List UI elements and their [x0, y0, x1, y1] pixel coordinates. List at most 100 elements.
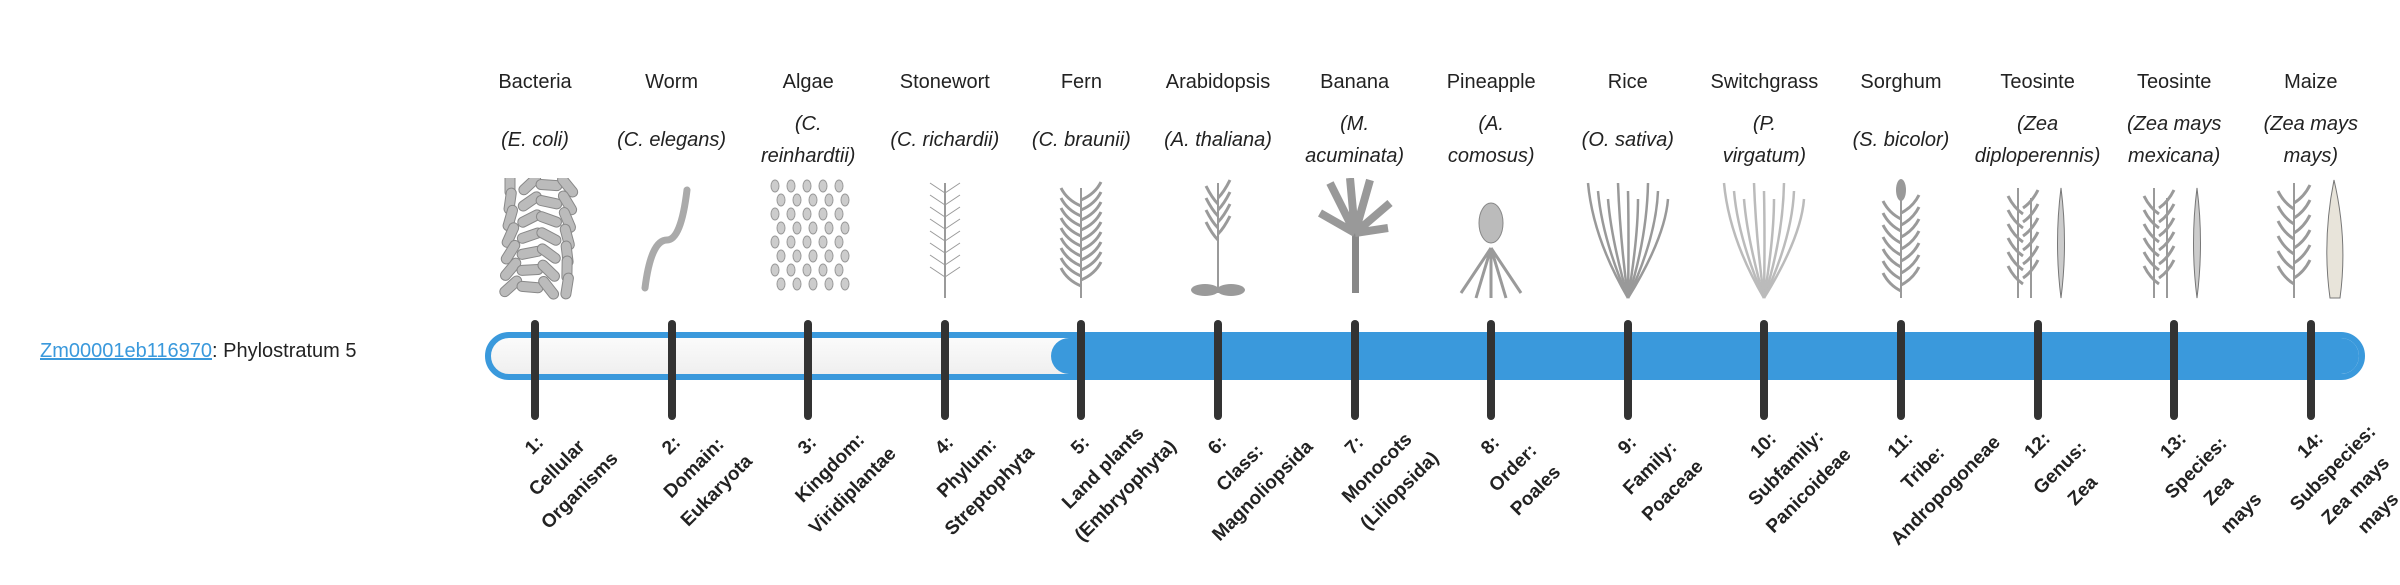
organism-column: Banana (M. acuminata)	[1285, 62, 1425, 300]
scientific-name-line: reinhardtii)	[760, 145, 856, 167]
rice-icon	[1586, 182, 1670, 299]
stratum-label: 11: Tribe: Andropogoneae	[1830, 375, 2018, 563]
stratum-label: 4: Phylum: Streptophyta	[873, 375, 1061, 563]
stratum-tick	[1897, 320, 1905, 420]
organism-column: Teosinte (Zea mays mexicana)	[2104, 62, 2244, 300]
stratum-label: 8: Order: Poales	[1420, 375, 1608, 563]
stratum-label: 1: Cellular Organisms	[464, 375, 652, 563]
scientific-name-line: (Zea mays	[2263, 113, 2359, 135]
organism-scientific-name: (Zea mays mexicana)	[2104, 102, 2244, 178]
organism-column: Maize (Zea mays mays)	[2241, 62, 2381, 300]
stratum-label: 3: Kingdom: Viridiplantae	[737, 375, 925, 563]
scientific-name-line: (A.	[1478, 113, 1504, 135]
organism-common-name: Sorghum	[1860, 71, 1942, 93]
stratum-label: 2: Domain: Eukaryota	[600, 375, 788, 563]
organism-scientific-name: (C. richardii)	[875, 102, 1015, 178]
organism-common-name: Banana	[1320, 71, 1390, 93]
organism-column: Bacteria (E. coli)	[465, 62, 605, 300]
scientific-name-line: (A. thaliana)	[1164, 129, 1272, 151]
organism-scientific-name: (O. sativa)	[1558, 102, 1698, 178]
scientific-name-line: comosus)	[1447, 145, 1535, 167]
stratum-label: 14: Subspecies: Zea mays mays	[2239, 375, 2400, 585]
banana-icon	[1317, 178, 1393, 293]
gene-label: Zm00001eb116970: Phylostratum 5	[40, 340, 357, 363]
stratum-tick	[2306, 320, 2315, 420]
stratum-label: 12: Genus: Zea	[1966, 375, 2154, 563]
switchgrass-icon	[1723, 182, 1806, 299]
organism-column: Rice (O. sativa)	[1558, 62, 1698, 300]
stonewort-icon	[929, 182, 961, 298]
organism-common-name: Worm	[645, 71, 699, 93]
stratum-tick	[940, 320, 949, 420]
organism-column: Sorghum (S. bicolor)	[1831, 62, 1971, 300]
stratum-tick	[667, 320, 676, 420]
fern-icon	[1060, 181, 1103, 298]
organism-scientific-name: (Zea diploperennis)	[1968, 102, 2108, 178]
stratum-label: 9: Family: Poaceae	[1556, 375, 1744, 563]
organism-scientific-name: (S. bicolor)	[1831, 102, 1971, 178]
organism-scientific-name: (Zea mays mays)	[2241, 102, 2381, 178]
organism-common-name: Bacteria	[498, 71, 572, 93]
stratum-tick	[2033, 320, 2042, 420]
scientific-name-line: (O. sativa)	[1581, 129, 1674, 151]
scientific-name-line: (C. elegans)	[617, 129, 727, 151]
scientific-name-line: diploperennis)	[1974, 145, 2101, 167]
organism-common-name: Teosinte	[2000, 71, 2075, 93]
teosinte-icon	[2142, 187, 2202, 299]
organism-column: Switchgrass (P. virgatum)	[1694, 62, 1834, 300]
scientific-name-line: (C. braunii)	[1031, 129, 1131, 151]
stratum-tick	[1487, 320, 1496, 420]
scientific-name-line: (Zea mays	[2126, 113, 2222, 135]
scientific-name-line: (S. bicolor)	[1852, 129, 1950, 151]
scientific-name-line: (C. richardii)	[890, 129, 1000, 151]
gene-id-link[interactable]: Zm00001eb116970	[40, 340, 212, 362]
organism-scientific-name: (C. braunii)	[1011, 102, 1151, 178]
stratum-tick	[1214, 320, 1222, 420]
organism-column: Arabidopsis (A. thaliana)	[1148, 62, 1288, 300]
scientific-name-line: (P.	[1752, 113, 1776, 135]
stratum-tick	[1350, 320, 1359, 420]
organism-common-name: Stonewort	[899, 71, 990, 93]
scientific-name-line: acuminata)	[1305, 145, 1405, 167]
organism-common-name: Maize	[2284, 71, 2338, 93]
organism-column: Worm (C. elegans)	[602, 62, 742, 300]
scientific-name-line: (Zea	[2017, 113, 2059, 135]
stratum-tick	[1760, 320, 1769, 420]
organism-common-name: Fern	[1060, 71, 1102, 93]
organism-column: Stonewort (C. richardii)	[875, 62, 1015, 300]
stratum-tick	[1623, 320, 1632, 420]
scientific-name-line: (C.	[794, 113, 822, 135]
scientific-name-line: mays)	[2283, 145, 2339, 167]
stratum-label: 6: Class: Magnoliopsida	[1147, 375, 1335, 563]
stratum-label: 7: Monocots (Liliopsida)	[1283, 375, 1471, 563]
organism-column: Algae (C. reinhardtii)	[738, 62, 878, 300]
scientific-name-line: mexicana)	[2128, 145, 2221, 167]
stratum-tick	[531, 320, 539, 420]
scientific-name-line: (M.	[1340, 113, 1370, 135]
algae-icon	[770, 179, 850, 291]
phylostratum-bar-fill	[1051, 338, 2359, 374]
bacteria-icon	[499, 178, 579, 300]
organism-common-name: Algae	[782, 71, 834, 93]
scientific-name-line: virgatum)	[1722, 145, 1807, 167]
organism-scientific-name: (C. elegans)	[602, 102, 742, 178]
organism-common-name: Rice	[1607, 71, 1648, 93]
scientific-name-line: (E. coli)	[501, 129, 569, 151]
stratum-label: 10: Subfamily: Panicoideae	[1693, 375, 1881, 563]
organism-scientific-name: (A. comosus)	[1421, 102, 1561, 178]
teosinte-icon	[2006, 187, 2065, 299]
stratum-label: 5: Land plants (Embryophyta)	[1010, 375, 1198, 563]
phylostratum-bar	[485, 332, 2365, 380]
organism-common-name: Pineapple	[1446, 71, 1536, 93]
phylostratum-text: : Phylostratum 5	[212, 340, 357, 362]
sorghum-icon	[1881, 179, 1921, 298]
worm-icon	[641, 186, 691, 292]
stratum-tick	[2170, 320, 2179, 420]
maize-icon	[2276, 179, 2344, 299]
organism-common-name: Teosinte	[2136, 71, 2212, 93]
organism-scientific-name: (A. thaliana)	[1148, 102, 1288, 178]
organism-scientific-name: (C. reinhardtii)	[738, 102, 878, 178]
organism-scientific-name: (P. virgatum)	[1694, 102, 1834, 178]
stratum-tick	[1077, 320, 1086, 420]
organism-common-name: Switchgrass	[1710, 71, 1819, 93]
